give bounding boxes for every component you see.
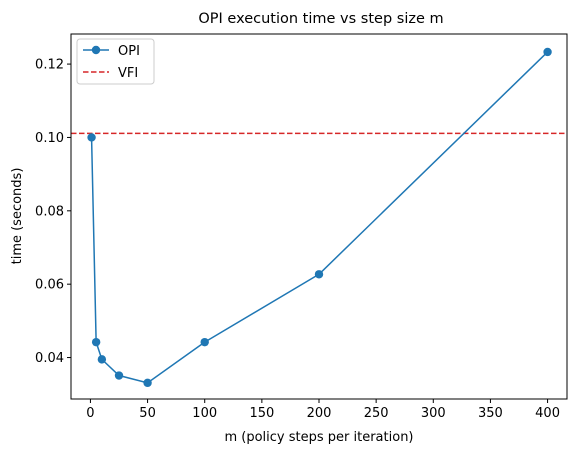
legend-vfi-label: VFI <box>118 66 138 81</box>
x-tick-label: 300 <box>421 406 446 421</box>
x-tick-label: 350 <box>478 406 503 421</box>
y-axis-ticks: 0.04 0.06 0.08 0.10 0.12 <box>35 58 71 366</box>
x-tick-label: 150 <box>249 406 274 421</box>
opi-point <box>200 337 209 347</box>
legend-opi-marker <box>91 45 101 55</box>
x-tick-label: 200 <box>307 406 332 421</box>
opi-point <box>114 371 124 380</box>
y-tick-label: 0.10 <box>35 131 64 146</box>
opi-point <box>314 270 324 279</box>
x-tick-label: 50 <box>139 406 156 421</box>
opi-point <box>91 337 101 347</box>
legend-opi-label: OPI <box>118 44 140 59</box>
plot-frame <box>70 33 568 400</box>
x-tick-label: 250 <box>364 406 389 421</box>
y-tick-label: 0.12 <box>35 58 64 73</box>
opi-point <box>143 378 152 388</box>
y-tick-label: 0.06 <box>35 278 64 293</box>
legend: OPI VFI <box>76 38 155 85</box>
opi-point <box>87 133 96 142</box>
y-tick-label: 0.04 <box>35 351 64 366</box>
opi-line <box>90 51 549 384</box>
legend-box <box>76 38 155 85</box>
opi-point <box>543 47 552 57</box>
plot-area <box>71 47 567 388</box>
x-axis-label: m (policy steps per iteration) <box>224 430 413 445</box>
x-tick-label: 0 <box>86 406 94 421</box>
y-axis-label: time (seconds) <box>10 168 25 265</box>
x-tick-label: 400 <box>535 406 560 421</box>
opi-point <box>97 355 107 364</box>
chart-title: OPI execution time vs step size m <box>198 11 443 27</box>
x-tick-label: 100 <box>192 406 217 421</box>
y-tick-label: 0.08 <box>35 204 64 219</box>
x-axis-ticks: 0 50 100 150 200 250 300 350 400 <box>86 399 560 421</box>
